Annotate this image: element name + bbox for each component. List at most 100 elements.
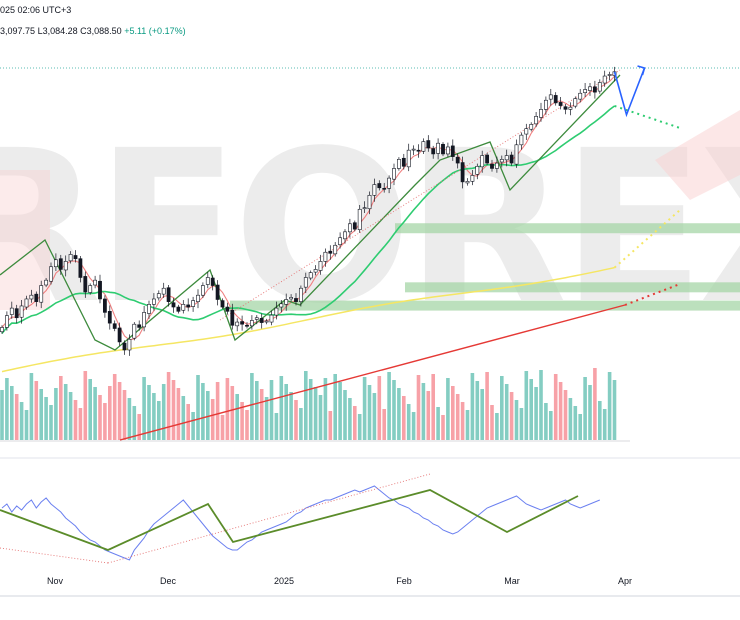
candle-body [117,327,122,343]
candle-body [19,305,24,318]
volume-bar [240,402,244,440]
volume-bar [83,371,88,440]
volume-bar [372,393,377,440]
volume-bar [524,371,529,440]
candle-body [470,175,475,182]
volume-bar [34,381,39,440]
volume-bar [122,390,127,440]
volume-bar [284,384,288,440]
candle-body [112,323,117,329]
volume-bar [563,390,568,440]
volume-bar [495,413,499,440]
ema-medium-line [1,105,615,334]
volume-bar [59,376,63,440]
volume-bar [14,394,19,440]
candle-body [445,146,450,155]
volume-bar [470,373,475,440]
volume-bar [377,376,382,440]
projection-path [613,67,646,118]
volume-bar [441,415,445,440]
volume-bar [63,384,68,440]
candle-body [254,317,259,320]
volume-bar [446,378,450,440]
candle-body [181,304,186,311]
volume-bar [357,414,362,440]
volume-bar [103,403,107,440]
candle-body [514,144,519,165]
candle-body [29,294,34,300]
volume-bar [323,378,328,440]
candle-body [103,298,107,313]
candle-body [450,145,455,157]
watermark-accent [655,110,740,200]
ema-long-extension [624,283,681,306]
candle-body [543,99,548,110]
volume-bar [225,378,230,440]
volume-bar [245,410,249,440]
candle-body [465,181,470,184]
volume-bar [367,385,372,440]
volume-bar [406,404,411,440]
volume-bar [578,414,582,440]
volume-bar [588,385,592,440]
volume-bar [338,382,342,440]
volume-bar [274,413,279,440]
candle-body [88,285,93,293]
candle-body [338,237,343,246]
candle-body [396,159,401,169]
volume-bar [343,390,347,440]
candle-body [294,298,298,302]
candle-body [534,116,539,125]
candle-body [9,307,14,315]
candle-body [377,183,382,189]
volume-bar [108,386,112,440]
volume-bar [152,393,156,440]
candle-body [382,188,387,190]
ohlc-close: 3,088.50 [86,26,122,36]
candle-body [215,284,220,300]
volume-bar [147,385,151,440]
support-zone [395,223,740,234]
candle-body [44,279,49,286]
candle-body [436,142,441,154]
candle-body [191,300,196,307]
candle-body [186,304,191,308]
projection-arrow [613,65,646,118]
volume-bar [201,383,205,440]
candle-body [201,285,205,296]
candle-body [406,149,411,168]
x-axis-label: Dec [160,576,177,586]
volume-bar [191,412,195,440]
volume-bar [39,389,43,440]
candle-body [362,207,367,210]
volume-bar [54,388,58,440]
volume-bars [0,368,617,440]
candle-body [592,86,597,93]
candle-body [524,128,529,135]
volume-bar [308,379,313,440]
x-axis-label: Mar [504,576,520,586]
volume-bar [24,410,29,440]
ohlc-close-label: C [80,26,87,36]
candle-body [269,314,274,323]
volume-bar [230,386,235,440]
candle-body [372,184,377,196]
header-ohlc: 3,097.75 L3,084.28 C3,088.50 +5.11 (+0.1… [0,26,186,36]
candle-body [156,293,161,299]
candle-body [68,254,73,262]
volume-bar [333,374,337,440]
candle-body [558,102,563,106]
volume-bar [612,380,617,440]
candle-body [166,287,171,302]
x-axis: Nov Dec 2025 Feb Mar Apr [47,576,632,586]
candle-body [313,269,318,273]
volume-bar [397,388,401,440]
candle-body [431,148,436,155]
header-datetime: 025 02:06 UTC+3 [0,5,72,15]
candle-body [122,342,127,351]
candle-body [602,75,607,84]
volume-bar [534,387,538,440]
volume-bar [259,389,264,440]
candle-body [548,94,553,100]
